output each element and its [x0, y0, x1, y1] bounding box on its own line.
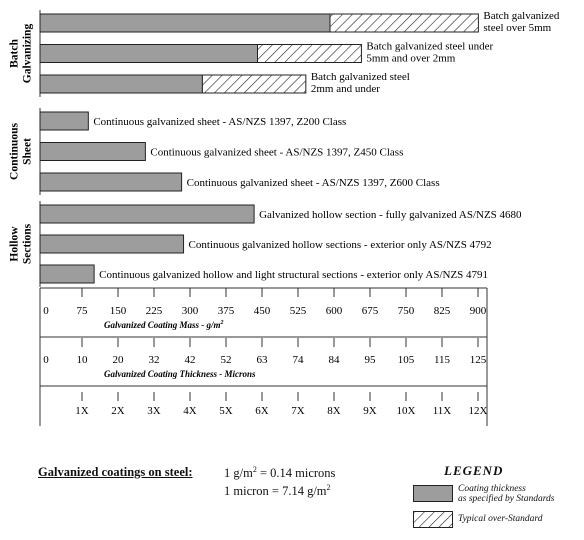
tick-label: 525 [290, 305, 307, 317]
bar-label: Continuous galvanized hollow sections - … [189, 239, 492, 251]
tick-label: 11X [433, 405, 452, 417]
tick-label: 12X [469, 405, 488, 417]
tick-label: 74 [293, 354, 305, 366]
tick-label: 750 [398, 305, 415, 317]
legend-swatch-standard [413, 485, 453, 502]
tick-label: 115 [434, 354, 451, 366]
group-label-line: Galvanizing [22, 24, 34, 84]
tick-label: 6X [255, 405, 269, 417]
tick-label: 300 [182, 305, 199, 317]
tick-label: 52 [221, 354, 232, 366]
tick-label: 0 [43, 305, 49, 317]
bar-label: Continuous galvanized sheet - AS/NZS 139… [187, 177, 440, 189]
tick-label: 7X [291, 405, 305, 417]
tick-label: 450 [254, 305, 271, 317]
tick-label: 375 [218, 305, 235, 317]
tick-label: 42 [185, 354, 196, 366]
group-label: HollowSections [9, 223, 34, 264]
legend-standard-label-1: Coating thickness [458, 484, 526, 494]
bar-label-line: Batch galvanized steel under [366, 41, 493, 53]
bar-label-line: Continuous galvanized sheet - AS/NZS 139… [150, 147, 403, 159]
axis-title: Galvanized Coating Mass - g/m2 [104, 320, 224, 330]
tick-label: 825 [434, 305, 451, 317]
tick-label: 5X [219, 405, 233, 417]
bar-label-line: Continuous galvanized hollow and light s… [99, 269, 488, 281]
group-label-line: Sheet [22, 138, 34, 165]
tick-label: 900 [470, 305, 487, 317]
bar-label-line: 2mm and under [311, 83, 380, 95]
axis-title-part: Galvanized Coating Mass - g/m [104, 320, 221, 330]
bar-standard [39, 204, 255, 224]
tick-label: 75 [77, 305, 89, 317]
bar-label-line: 5mm and over 2mm [366, 53, 455, 65]
bar-label: Batch galvanized steel over 5mm [483, 10, 560, 34]
tick-label: 63 [257, 354, 269, 366]
axis-title: Galvanized Coating Thickness - Microns [104, 369, 256, 379]
conversion-line-2: 1 micron = 7.14 g/m2 [224, 483, 331, 499]
coating-chart: BatchGalvanizing Batch galvanized steel ov… [9, 10, 560, 426]
tick-label: 0 [43, 354, 49, 366]
tick-label: 32 [149, 354, 160, 366]
tick-label: 3X [147, 405, 161, 417]
bar-label: Continuous galvanized sheet - AS/NZS 139… [150, 147, 403, 159]
legend-over-label: Typical over-Standard [458, 514, 543, 524]
tick-label: 10X [397, 405, 416, 417]
bar-standard [39, 44, 258, 63]
bar-label-line: Batch galvanized [483, 10, 560, 22]
tick-label: 10 [77, 354, 89, 366]
tick-label: 20 [113, 354, 125, 366]
tick-label: 4X [183, 405, 197, 417]
tick-label: 125 [470, 354, 487, 366]
bar-standard [39, 234, 185, 254]
bar-standard [39, 142, 146, 161]
bar-label-line: Galvanized hollow section - fully galvan… [259, 209, 522, 221]
bar-standard [39, 13, 331, 33]
bar-over-standard [329, 13, 479, 33]
bar-label-line: steel over 5mm [483, 22, 551, 34]
tick-label: 95 [365, 354, 377, 366]
tick-label: 225 [146, 305, 163, 317]
axis-title-sup: 2 [220, 320, 224, 326]
legend-title: LEGEND [444, 463, 504, 478]
tick-label: 150 [110, 305, 127, 317]
group-label-line: Batch [9, 39, 21, 68]
bar-label: Batch galvanized steel 2mm and under [311, 71, 410, 95]
tick-label: 84 [329, 354, 341, 366]
bar-standard [39, 264, 95, 284]
legend-swatch-over [413, 511, 453, 528]
bar-label: Continuous galvanized hollow and light s… [99, 269, 488, 281]
group-label-line: Sections [22, 223, 34, 264]
tick-label: 1X [75, 405, 89, 417]
tick-label: 8X [327, 405, 341, 417]
legend-standard-label-2: as specified by Standards [458, 494, 555, 504]
bar-label-line: Batch galvanized steel [311, 71, 410, 83]
bar-label-line: Continuous galvanized sheet - AS/NZS 139… [93, 116, 346, 128]
axis-title-part: Galvanized Coating Thickness - Microns [104, 369, 256, 379]
bar-over-standard [201, 74, 307, 94]
bar-label-line: Continuous galvanized hollow sections - … [189, 239, 492, 251]
group-label: BatchGalvanizing [9, 24, 34, 84]
conversion-lead: Galvanized coatings on steel: [38, 465, 193, 479]
tick-label: 105 [398, 354, 415, 366]
bar-label: Continuous galvanized sheet - AS/NZS 139… [93, 116, 346, 128]
bar-standard [39, 74, 203, 94]
tick-label: 2X [111, 405, 125, 417]
bar-label-line: Continuous galvanized sheet - AS/NZS 139… [187, 177, 440, 189]
conversion-line-1: 1 g/m2 = 0.14 microns [224, 465, 336, 481]
bar-standard [39, 111, 89, 131]
bar-standard [39, 172, 183, 192]
bar-over-standard [257, 44, 362, 63]
group-label-line: Continuous [9, 123, 21, 180]
group-label-line: Hollow [9, 226, 21, 262]
tick-label: 600 [326, 305, 343, 317]
tick-label: 675 [362, 305, 379, 317]
group-label: ContinuousSheet [9, 123, 34, 180]
tick-label: 9X [363, 405, 377, 417]
bar-label: Galvanized hollow section - fully galvan… [259, 209, 522, 221]
bar-label: Batch galvanized steel under 5mm and over… [366, 41, 493, 65]
